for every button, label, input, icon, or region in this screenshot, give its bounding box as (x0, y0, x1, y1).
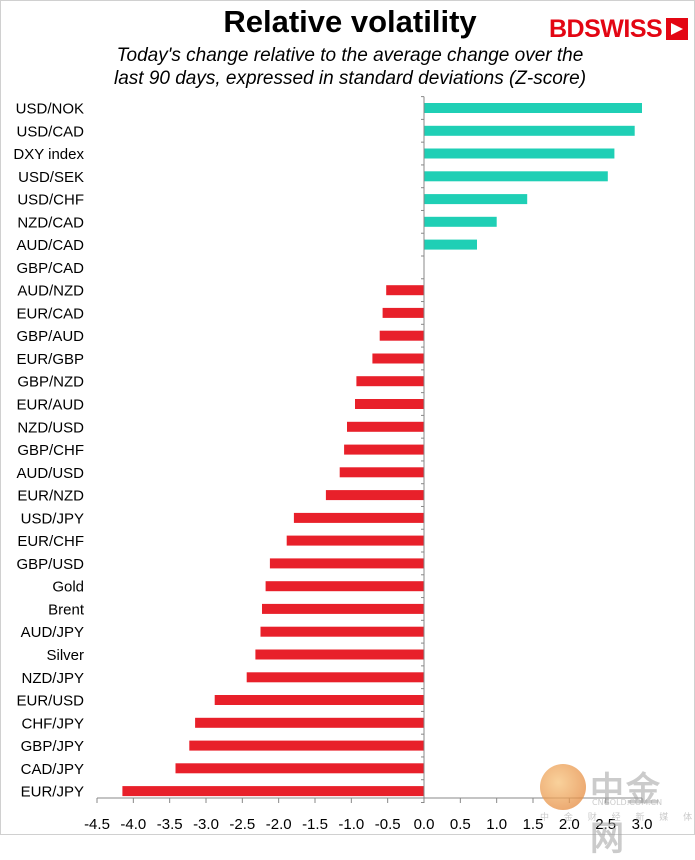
category-label: USD/CAD (16, 123, 84, 140)
bar-aud-cad (424, 239, 477, 250)
category-label: NZD/USD (17, 419, 84, 436)
category-label: EUR/CAD (16, 305, 84, 322)
bar-gbp-chf (344, 444, 424, 455)
bar-gbp-nzd (356, 376, 424, 387)
bar-nzd-cad (424, 216, 497, 227)
category-label: EUR/GBP (16, 351, 84, 368)
category-label: USD/SEK (18, 169, 84, 186)
bar-aud-usd (339, 467, 424, 478)
x-tick-label: 1.0 (486, 816, 507, 833)
bar-eur-usd (214, 695, 424, 705)
x-tick-label: -2.5 (229, 816, 255, 833)
bar-gbp-aud (379, 330, 424, 341)
category-label: GBP/USD (16, 556, 84, 573)
category-label: EUR/USD (16, 693, 84, 710)
category-label: EUR/AUD (16, 397, 84, 414)
bar-aud-nzd (386, 285, 424, 296)
category-label: AUD/USD (16, 465, 84, 482)
bar-eur-cad (382, 307, 424, 318)
category-labels-group: USD/NOK USD/CAD DXY index USD/SEK USD/CHF NZD… (13, 101, 84, 801)
bar-usd-chf (424, 194, 528, 205)
category-label: Gold (52, 579, 84, 596)
bar-gold (265, 581, 424, 592)
category-label: NZD/CAD (17, 214, 84, 231)
x-tick-label: 3.0 (632, 816, 653, 833)
category-label: AUD/NZD (17, 283, 84, 300)
category-label: Silver (46, 647, 84, 664)
brand-arrow-icon (666, 18, 689, 40)
x-tick-label: -4.0 (120, 816, 146, 833)
category-label: CHF/JPY (21, 715, 84, 732)
x-tick-label: 0.5 (450, 816, 471, 833)
bar-eur-aud (355, 399, 424, 409)
category-label: AUD/JPY (21, 624, 84, 641)
x-tick-label: -2.0 (266, 816, 292, 833)
x-tick-label: -3.5 (157, 816, 183, 833)
chart-subtitle: Today's change relative to the average c… (0, 44, 695, 90)
bar-eur-nzd (325, 490, 424, 501)
category-label: Brent (48, 601, 85, 618)
category-label: GBP/CAD (16, 260, 84, 277)
category-label: CAD/JPY (21, 761, 84, 778)
category-label: GBP/NZD (17, 374, 84, 391)
category-label: GBP/AUD (16, 328, 84, 345)
x-tick-label: -3.0 (193, 816, 219, 833)
category-label: EUR/NZD (17, 488, 84, 505)
bar-cad-jpy (175, 763, 424, 774)
category-label: NZD/JPY (21, 670, 84, 687)
bar-gbp-usd (269, 558, 424, 569)
bars-group (122, 103, 642, 797)
bar-usd-jpy (293, 512, 424, 523)
category-label: EUR/JPY (21, 784, 84, 801)
category-label: GBP/CHF (17, 442, 84, 459)
axis-group: -4.5 -4.0 -3.5 -3.0 -2.5 -2.0 -1.5 -1.0 -0.5 0.0 0… (84, 96, 653, 833)
bar-eur-gbp (372, 353, 424, 364)
x-tick-label: -0.5 (375, 816, 401, 833)
bar-usd-cad (424, 125, 635, 136)
bar-dxy-index (424, 148, 615, 159)
category-label: USD/CHF (17, 192, 84, 209)
bar-gbp-jpy (189, 740, 424, 751)
chart-title: Relative volatility (223, 4, 477, 39)
bar-brent (262, 603, 424, 614)
subtitle-line-2: last 90 days, expressed in standard devi… (113, 68, 587, 89)
brand-logo: BDSWISS (549, 14, 689, 44)
bar-nzd-jpy (246, 672, 424, 683)
bar-chart: USD/NOK USD/CAD DXY index USD/SEK USD/CHF NZD… (13, 96, 653, 833)
category-label: USD/JPY (21, 510, 84, 527)
subtitle-line-1: Today's change relative to the average c… (116, 45, 584, 66)
x-tick-label: -1.5 (302, 816, 328, 833)
bar-silver (255, 649, 424, 660)
x-tick-label: 0.0 (414, 816, 435, 833)
bar-usd-nok (424, 103, 642, 113)
x-tick-label: 1.5 (523, 816, 544, 833)
bar-eur-chf (286, 535, 424, 546)
category-label: EUR/CHF (17, 533, 84, 550)
category-label: DXY index (13, 146, 84, 163)
category-label: GBP/JPY (21, 738, 84, 755)
x-tick-label: 2.0 (559, 816, 580, 833)
bar-nzd-usd (347, 421, 424, 432)
x-tick-label: -4.5 (84, 816, 110, 833)
category-label: USD/NOK (16, 101, 84, 118)
brand-name: BDSWISS (549, 14, 663, 43)
bar-usd-sek (424, 171, 608, 182)
bar-chf-jpy (195, 717, 424, 728)
category-label: AUD/CAD (16, 237, 84, 254)
x-tick-label: 2.5 (595, 816, 616, 833)
bar-aud-jpy (260, 626, 424, 637)
bar-eur-jpy (122, 786, 425, 797)
x-tick-label: -1.0 (338, 816, 364, 833)
